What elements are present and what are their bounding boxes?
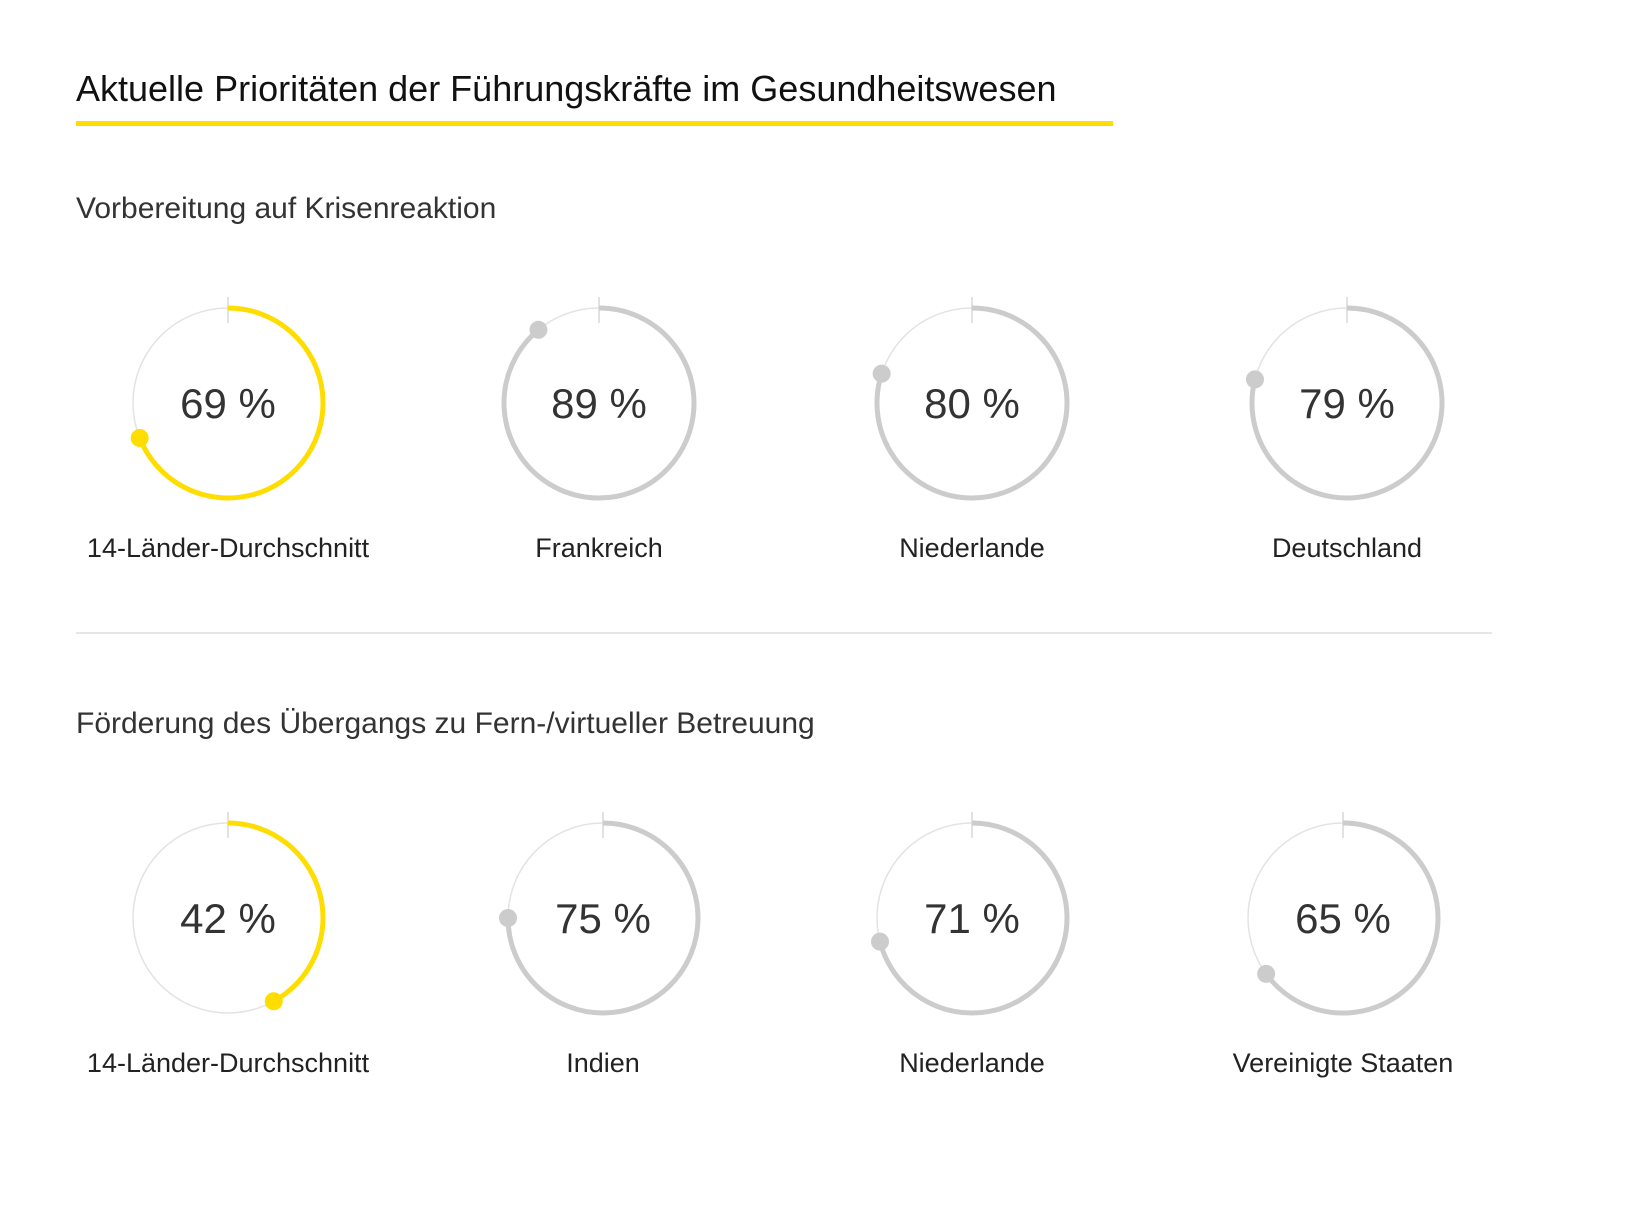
page-title: Aktuelle Prioritäten der Führungskräfte …	[76, 68, 1057, 109]
gauge-end-dot	[1257, 964, 1276, 983]
gauge-label: Niederlande	[899, 1048, 1045, 1078]
section-title-virtual-care: Förderung des Übergangs zu Fern-/virtuel…	[76, 707, 815, 740]
gauge-label: Niederlande	[899, 533, 1045, 563]
gauge-arc	[1249, 305, 1445, 501]
section-divider	[76, 632, 1492, 634]
gauge-end-dot	[264, 992, 283, 1011]
gauge-label: Deutschland	[1272, 533, 1422, 563]
gauge-value: 42 %	[180, 895, 276, 942]
gauge-value: 80 %	[924, 380, 1020, 427]
gauge-arc	[137, 305, 326, 501]
gauge-arc	[501, 305, 697, 501]
gauge-end-dot	[870, 932, 889, 951]
title-underline	[76, 121, 1113, 126]
gauge-end-dot	[529, 320, 548, 339]
gauge-value: 71 %	[924, 895, 1020, 942]
gauge-value: 79 %	[1299, 380, 1395, 427]
gauge-value: 75 %	[555, 895, 651, 942]
gauge-arc	[877, 820, 1070, 1016]
gauge-value: 89 %	[551, 380, 647, 427]
gauge-label: Indien	[566, 1048, 640, 1078]
gauge-arc	[874, 305, 1070, 501]
gauge-end-dot	[1245, 370, 1264, 389]
gauge-label: Vereinigte Staaten	[1233, 1048, 1454, 1078]
section-title-crisis: Vorbereitung auf Krisenreaktion	[76, 192, 497, 225]
gauge-arc	[505, 820, 701, 1016]
gauge-end-dot	[130, 428, 149, 447]
gauge-end-dot	[872, 364, 891, 383]
gauge-label: 14-Länder-Durchschnitt	[87, 533, 370, 563]
gauge-end-dot	[499, 909, 517, 927]
gauge-arc	[1264, 820, 1441, 1016]
gauge-label: 14-Länder-Durchschnitt	[87, 1048, 370, 1078]
gauge-value: 65 %	[1295, 895, 1391, 942]
gauge-arc	[227, 820, 326, 1004]
gauge-label: Frankreich	[535, 533, 663, 563]
gauge-value: 69 %	[180, 380, 276, 427]
